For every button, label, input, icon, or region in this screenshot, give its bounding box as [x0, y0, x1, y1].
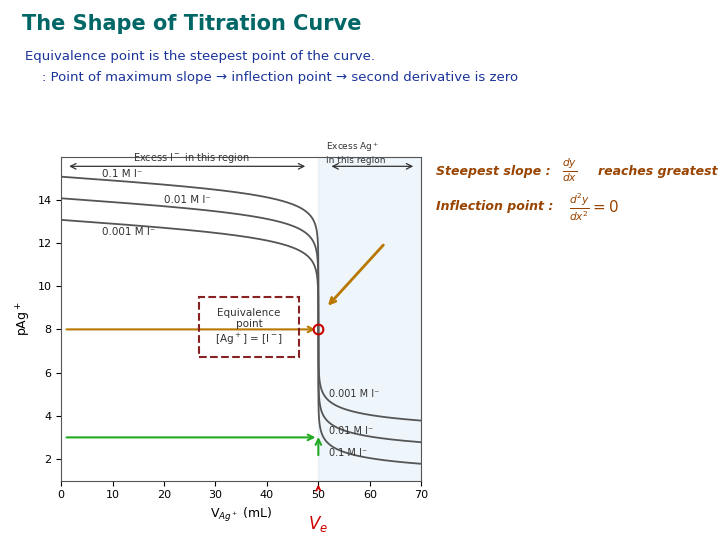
- Text: 0.1 M I⁻: 0.1 M I⁻: [102, 169, 143, 179]
- Text: 0.001 M I⁻: 0.001 M I⁻: [328, 389, 379, 400]
- Text: : Point of maximum slope → inflection point → second derivative is zero: : Point of maximum slope → inflection po…: [25, 71, 518, 84]
- Text: 0.01 M I⁻: 0.01 M I⁻: [164, 195, 211, 205]
- Text: Equivalence
point
[Ag$^+$] = [I$^-$]: Equivalence point [Ag$^+$] = [I$^-$]: [215, 308, 283, 347]
- Text: The Shape of Titration Curve: The Shape of Titration Curve: [22, 14, 361, 33]
- Text: $V_e$: $V_e$: [308, 514, 328, 534]
- Text: Excess Ag$^+$
in this region: Excess Ag$^+$ in this region: [326, 141, 385, 165]
- X-axis label: V$_{Ag^+}$ (mL): V$_{Ag^+}$ (mL): [210, 506, 272, 524]
- Text: Equivalence point is the steepest point of the curve.: Equivalence point is the steepest point …: [25, 50, 375, 63]
- Y-axis label: pAg$^+$: pAg$^+$: [15, 301, 33, 336]
- Text: 0.1 M I⁻: 0.1 M I⁻: [328, 448, 366, 458]
- Bar: [318, 157, 421, 481]
- Text: Excess I$^-$ in this region: Excess I$^-$ in this region: [133, 151, 250, 165]
- Text: Inflection point :: Inflection point :: [436, 200, 557, 213]
- Text: 0.01 M I⁻: 0.01 M I⁻: [328, 426, 373, 436]
- Text: Steepest slope :: Steepest slope :: [436, 165, 554, 178]
- Text: 0.001 M I⁻: 0.001 M I⁻: [102, 227, 156, 238]
- Text: $\frac{dy}{dx}$: $\frac{dy}{dx}$: [562, 157, 577, 184]
- Text: $\frac{d^2y}{dx^2}=0$: $\frac{d^2y}{dx^2}=0$: [569, 192, 619, 223]
- Text: reaches greatest value: reaches greatest value: [598, 165, 720, 178]
